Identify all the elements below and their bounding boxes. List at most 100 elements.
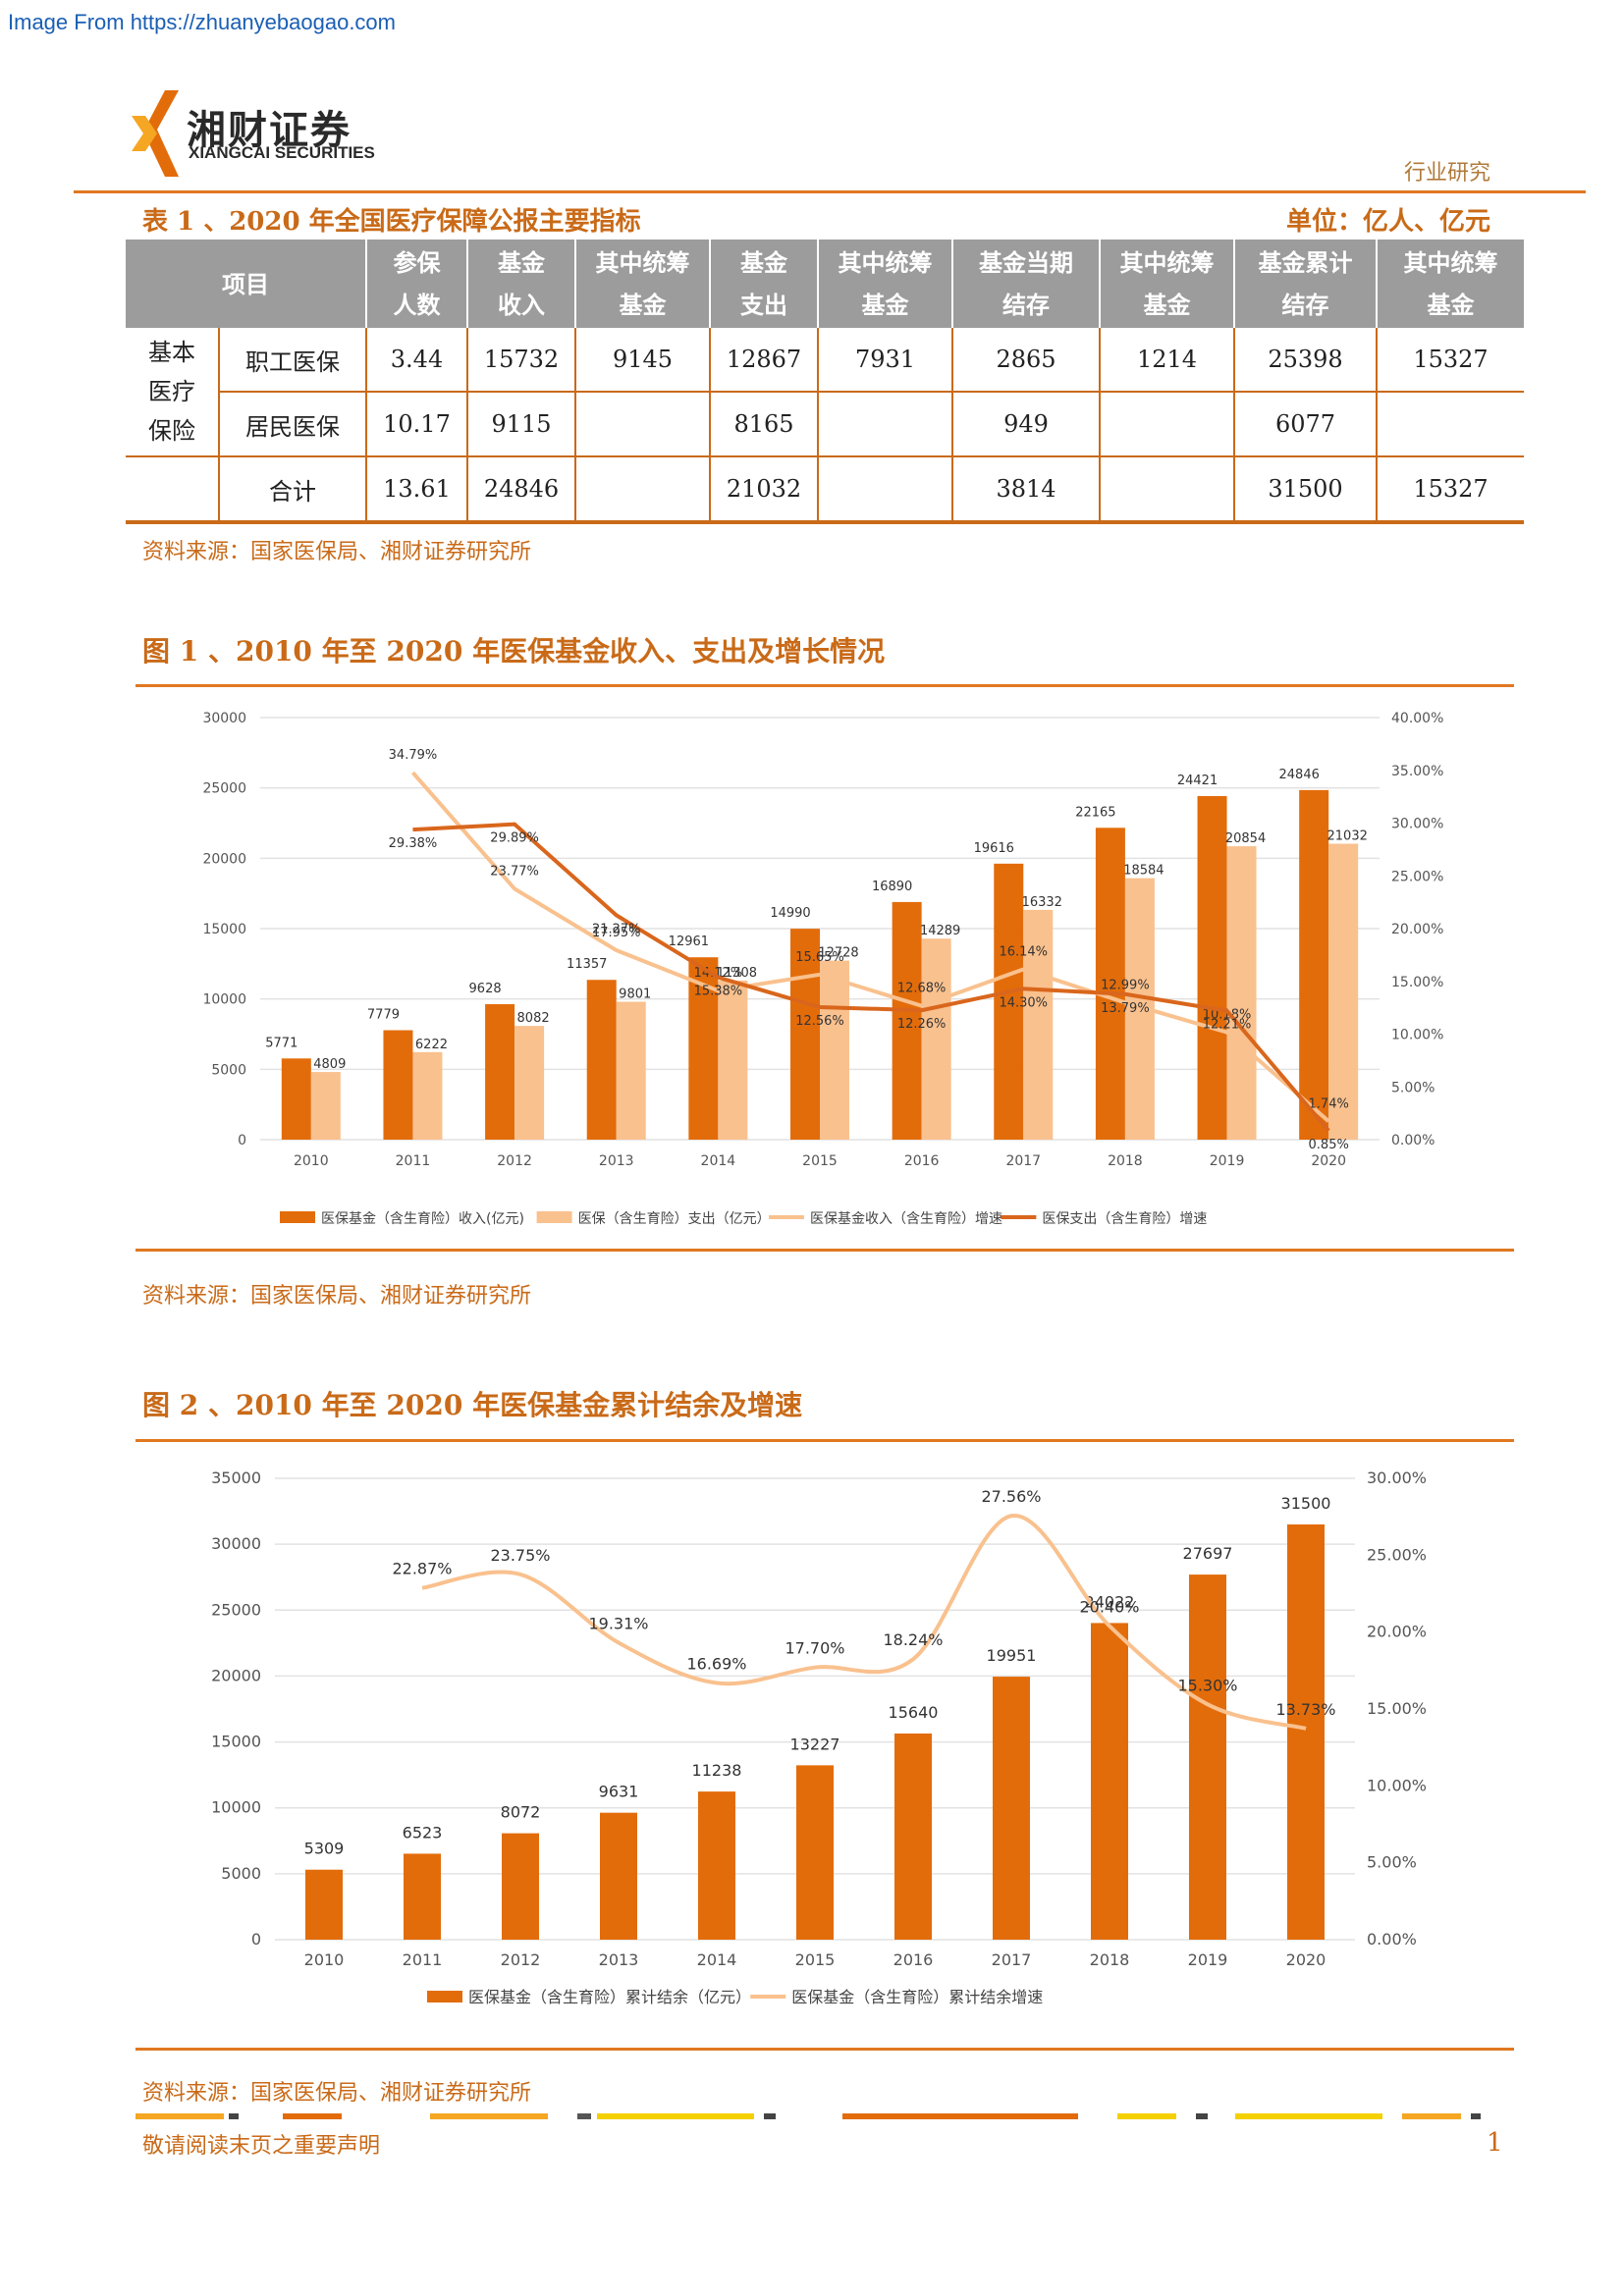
bar-data-label: 11238 — [692, 1761, 742, 1780]
table-cell: 15327 — [1376, 456, 1524, 524]
brand-name: 湘财证券 — [187, 108, 352, 153]
bar — [994, 863, 1024, 1140]
table-cell — [817, 456, 952, 524]
figure2-source: 资料来源：国家医保局、湘财证券研究所 — [142, 2081, 532, 2106]
table-cell: 12867 — [709, 328, 818, 393]
x-tick-label: 2013 — [599, 1950, 639, 1969]
table-cell: 21032 — [709, 456, 818, 524]
line-data-label: 29.38% — [389, 836, 438, 851]
series-line — [421, 1514, 1307, 1731]
x-tick-label: 2019 — [1188, 1950, 1228, 1969]
x-tick-label: 2013 — [599, 1153, 634, 1169]
y2-tick-label: 10.00% — [1367, 1776, 1427, 1794]
x-tick-label: 2010 — [304, 1950, 345, 1969]
bar-data-label: 8072 — [501, 1803, 541, 1822]
x-tick-label: 2012 — [501, 1950, 541, 1969]
y-tick-label: 5000 — [221, 1864, 261, 1883]
group-label: 基本 医疗 保险 — [126, 328, 219, 457]
bar-data-label: 31500 — [1281, 1494, 1331, 1513]
figure2-chart: 0 5000 10000 15000 20000 25000 30000 35000 0.00%… — [211, 1468, 1427, 2006]
figure1-source: 资料来源：国家医保局、湘财证券研究所 — [142, 1284, 532, 1308]
row-label: 居民医保 — [218, 392, 366, 457]
bar-data-label: 5309 — [304, 1840, 345, 1858]
disclaimer-note: 敬请阅读末页之重要声明 — [142, 2134, 381, 2159]
bar — [383, 1030, 413, 1140]
line-data-label: 29.89% — [490, 831, 539, 846]
line-data-label: 0.85% — [1309, 1138, 1349, 1152]
table-cell: 25398 — [1233, 328, 1377, 393]
y-tick-label: 20000 — [211, 1666, 261, 1684]
bar — [412, 1051, 443, 1140]
bar — [586, 980, 617, 1140]
line-data-label: 15.38% — [694, 985, 743, 999]
x-tick-label: 2014 — [701, 1153, 736, 1169]
series-line — [412, 822, 1330, 1133]
table-header-cell: 项目 — [126, 240, 366, 328]
table-cell: 3.44 — [365, 328, 467, 393]
line-data-label: 14.30% — [999, 995, 1048, 1010]
x-tick-label: 2016 — [893, 1950, 934, 1969]
line-data-label: 34.79% — [389, 748, 438, 763]
bar-data-label: 24421 — [1177, 774, 1218, 788]
line-data-label: 12.99% — [1101, 978, 1150, 992]
legend-entry: 医保（含生育险）支出（亿元） — [578, 1211, 771, 1227]
y-tick-label: 30000 — [202, 711, 246, 726]
bar-data-label: 8082 — [517, 1011, 550, 1026]
bar — [790, 929, 820, 1140]
table-cell — [574, 392, 710, 457]
line-data-label: 22.87% — [392, 1560, 452, 1578]
bar-data-label: 9801 — [619, 988, 651, 1002]
y2-tick-label: 35.00% — [1391, 764, 1443, 779]
table-cell: 6077 — [1233, 392, 1377, 457]
bar-data-label: 12961 — [669, 934, 709, 949]
bar — [796, 1765, 834, 1940]
y-tick-label: 0 — [251, 1930, 261, 1949]
x-tick-label: 2018 — [1090, 1950, 1130, 1969]
table-row: 合计 13.61 24846 21032 3814 31500 15327 — [126, 456, 1524, 524]
line-data-label: 13.79% — [1101, 1001, 1150, 1016]
bar — [600, 1812, 637, 1940]
brand-logo-icon — [132, 90, 179, 177]
y2-tick-label: 40.00% — [1391, 711, 1443, 726]
line-data-label: 27.56% — [981, 1487, 1041, 1506]
line-data-label: 13.73% — [1275, 1700, 1335, 1719]
bar — [502, 1833, 539, 1940]
bar-data-label: 18584 — [1123, 864, 1164, 879]
table-cell: 10.17 — [365, 392, 467, 457]
figure1-chart: 0 5000 10000 15000 20000 25000 30000 0.00% 5.00%… — [202, 711, 1443, 1227]
table-header-row: 项目 参保 人数 基金 收入 其中统筹 基金 基金 支出 其中统筹 基金 基金当期 结存 其中统筹 基金 基金… — [126, 240, 1524, 328]
x-tick-label: 2017 — [992, 1950, 1032, 1969]
table-cell — [574, 456, 710, 524]
x-tick-label: 2016 — [904, 1153, 940, 1169]
table-cell: 1214 — [1099, 328, 1234, 393]
x-tick-label: 2020 — [1311, 1153, 1346, 1169]
bar-data-label: 6523 — [403, 1823, 443, 1842]
y-tick-label: 15000 — [202, 922, 246, 937]
bar-data-label: 9631 — [599, 1783, 639, 1801]
bar-data-label: 7779 — [367, 1008, 400, 1023]
table-cell — [1099, 392, 1234, 457]
y2-tick-label: 20.00% — [1391, 922, 1443, 937]
table-header-cell: 其中统筹 基金 — [1376, 240, 1524, 328]
y-tick-label: 35000 — [211, 1468, 261, 1487]
line-data-label: 16.14% — [999, 944, 1048, 959]
report-category: 行业研究 — [1404, 161, 1491, 186]
bar — [281, 1058, 311, 1140]
row-label: 合计 — [218, 456, 366, 524]
table-cell: 15732 — [466, 328, 575, 393]
y-tick-label: 10000 — [202, 992, 246, 1008]
y2-tick-label: 30.00% — [1367, 1468, 1427, 1487]
x-tick-label: 2011 — [396, 1153, 431, 1169]
y2-tick-label: 15.00% — [1391, 975, 1443, 990]
header-divider — [74, 190, 1586, 193]
bar-data-label: 19951 — [987, 1646, 1037, 1665]
table-cell: 9145 — [574, 328, 710, 393]
table-cell: 15327 — [1376, 328, 1524, 393]
bar-data-label: 11308 — [717, 966, 757, 981]
x-tick-label: 2020 — [1286, 1950, 1326, 1969]
y2-tick-label: 25.00% — [1391, 869, 1443, 884]
figure1-top-rule — [135, 684, 1514, 687]
table-cell — [1376, 392, 1524, 457]
bar-data-label: 16332 — [1022, 895, 1062, 910]
legend-swatch — [280, 1211, 315, 1223]
